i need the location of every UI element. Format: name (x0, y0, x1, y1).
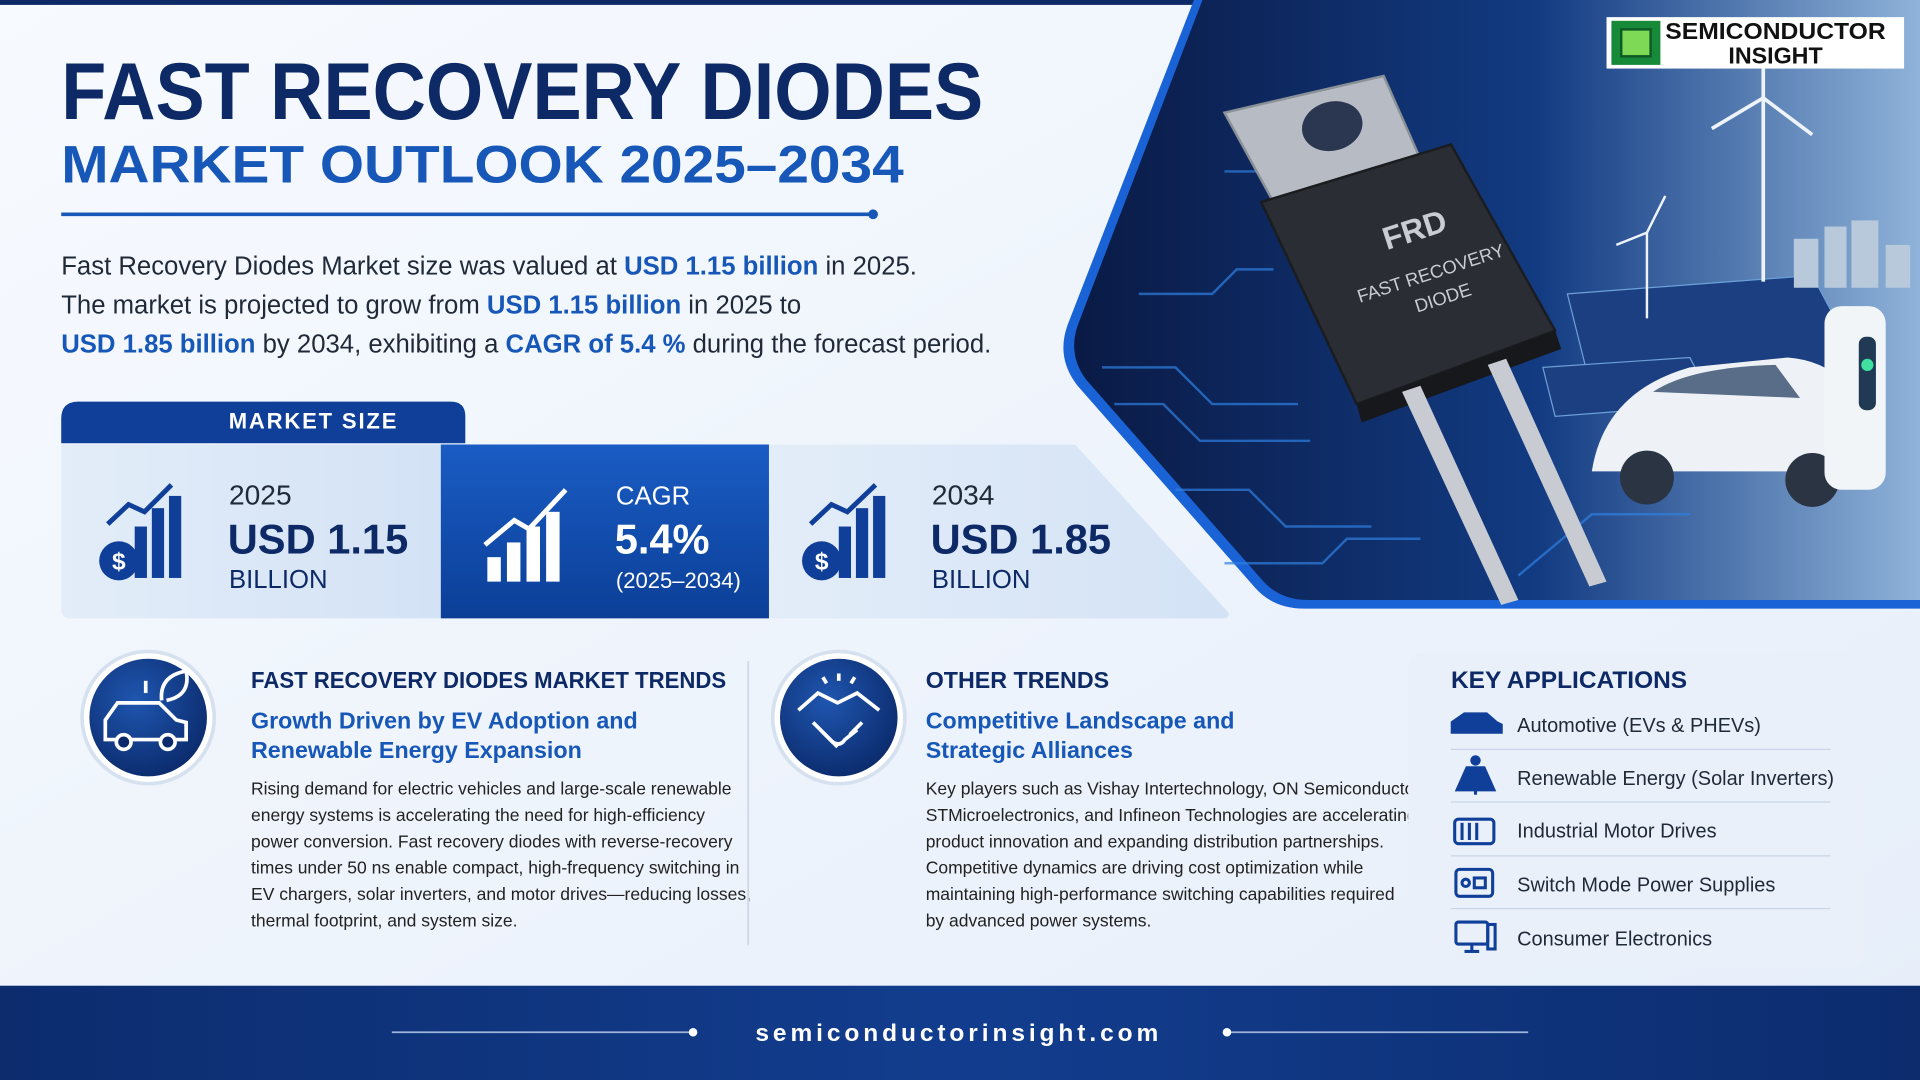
top-border (0, 0, 1920, 5)
logo-text: INSIGHT (1728, 43, 1822, 69)
card-heading: 2034 (932, 479, 995, 510)
trend-subtitle: Renewable Energy Expansion (251, 737, 582, 763)
highlight: USD 1.15 billion (624, 252, 818, 280)
card-value: USD 1.85 (931, 515, 1111, 562)
body-line: times under 50 ns enable compact, high-f… (251, 858, 739, 878)
title: FAST RECOVERY DIODES (61, 47, 983, 137)
market-size-tab (61, 401, 466, 444)
trend-title: OTHER TRENDS (926, 667, 1109, 693)
electric-car (1591, 357, 1868, 507)
city-buildings (1793, 220, 1911, 288)
app-icons (1450, 712, 1503, 953)
card-unit: (2025–2034) (616, 568, 741, 593)
footer-url: semiconductorinsight.com (755, 1020, 1162, 1047)
card-unit: BILLION (229, 566, 328, 594)
text: by 2034, exhibiting a (255, 331, 505, 359)
application: Automotive (EVs & PHEVs) (1517, 715, 1761, 737)
wind-turbines (1615, 42, 1814, 319)
application: Consumer Electronics (1517, 928, 1712, 950)
hero-image: FRD FAST RECOVERY DIODE (1063, 0, 1920, 609)
growth-icon: $ (802, 483, 886, 581)
text: during the forecast period. (686, 331, 992, 359)
body-line: product innovation and expanding distrib… (926, 831, 1384, 851)
title-rule-dot (868, 209, 878, 220)
text: The market is projected to grow from (61, 291, 487, 319)
card-heading: 2025 (229, 479, 292, 510)
body-line: EV chargers, solar inverters, and motor … (251, 884, 751, 904)
ev-icon (103, 668, 189, 752)
growth-icon (483, 488, 568, 582)
body-line: Competitive dynamics are driving cost op… (926, 858, 1364, 878)
body-line: energy systems is accelerating the need … (251, 805, 705, 825)
text: in 2025 to (681, 291, 801, 319)
logo: SEMICONDUCTOR INSIGHT (1606, 17, 1905, 69)
svg-text:$: $ (112, 548, 126, 575)
card-value: 5.4% (615, 515, 710, 562)
diode-component: FRD FAST RECOVERY DIODE (1222, 74, 1607, 605)
trend-title: FAST RECOVERY DIODES MARKET TRENDS (251, 667, 726, 693)
intro-line: The market is projected to grow from USD… (61, 291, 801, 319)
footer-dot (1222, 1027, 1232, 1037)
footer: semiconductorinsight.com (0, 985, 1920, 1080)
trend-body: Rising demand for electric vehicles and … (251, 779, 751, 931)
body-line: maintaining high-performance switching c… (926, 884, 1395, 904)
application: Industrial Motor Drives (1517, 821, 1716, 843)
logo-text: SEMICONDUCTOR (1665, 18, 1886, 44)
text: Fast Recovery Diodes Market size was val… (61, 252, 624, 280)
card (440, 444, 769, 619)
text: in 2025. (818, 252, 917, 280)
application: Renewable Energy (Solar Inverters) (1517, 768, 1834, 790)
highlight: CAGR of 5.4 % (506, 331, 686, 359)
trend-subtitle: Strategic Alliances (926, 737, 1133, 763)
card-unit: BILLION (932, 566, 1031, 594)
trend-icon (780, 658, 898, 777)
highlight: USD 1.15 billion (487, 291, 681, 319)
growth-icon: $ (99, 483, 182, 581)
panel (1408, 652, 1864, 969)
subtitle: MARKET OUTLOOK 2025–2034 (61, 135, 903, 194)
footer-dot (688, 1027, 698, 1037)
market-size: MARKET SIZE $ $ 2025 USD 1.15 BILLION CA… (61, 401, 1229, 619)
body-line: Rising demand for electric vehicles and … (251, 779, 732, 799)
panel-title: KEY APPLICATIONS (1451, 667, 1687, 694)
body-line: STMicroelectronics, and Infineon Technol… (926, 805, 1417, 825)
body-line: Key players such as Vishay Intertechnolo… (926, 779, 1424, 799)
trend-subtitle: Competitive Landscape and (926, 708, 1235, 734)
logo-chip (1620, 28, 1652, 58)
key-applications: KEY APPLICATIONS Automotive (EVs & PHEVs… (1408, 652, 1864, 969)
body-line: power conversion. Fast recovery diodes w… (251, 831, 733, 851)
application: Switch Mode Power Supplies (1517, 874, 1775, 896)
market-size-label: MARKET SIZE (229, 409, 399, 434)
body-line: by advanced power systems. (926, 910, 1152, 930)
trend: OTHER TRENDS Competitive Landscape and S… (770, 649, 1424, 931)
intro-line: Fast Recovery Diodes Market size was val… (61, 252, 917, 280)
handshake-icon (797, 673, 881, 749)
card-value: USD 1.15 (228, 515, 408, 562)
charging-station (1824, 306, 1886, 490)
svg-text:$: $ (815, 548, 829, 575)
trend: FAST RECOVERY DIODES MARKET TRENDS Growt… (80, 649, 751, 931)
footer-band (0, 985, 1920, 1080)
trend-body: Key players such as Vishay Intertechnolo… (926, 779, 1424, 931)
intro-line: USD 1.85 billion by 2034, exhibiting a C… (61, 331, 991, 359)
intro: Fast Recovery Diodes Market size was val… (61, 252, 991, 358)
highlight: USD 1.85 billion (61, 331, 255, 359)
trend-subtitle: Growth Driven by EV Adoption and (251, 708, 638, 734)
card-heading: CAGR (616, 482, 690, 510)
body-line: thermal footprint, and system size. (251, 910, 518, 930)
